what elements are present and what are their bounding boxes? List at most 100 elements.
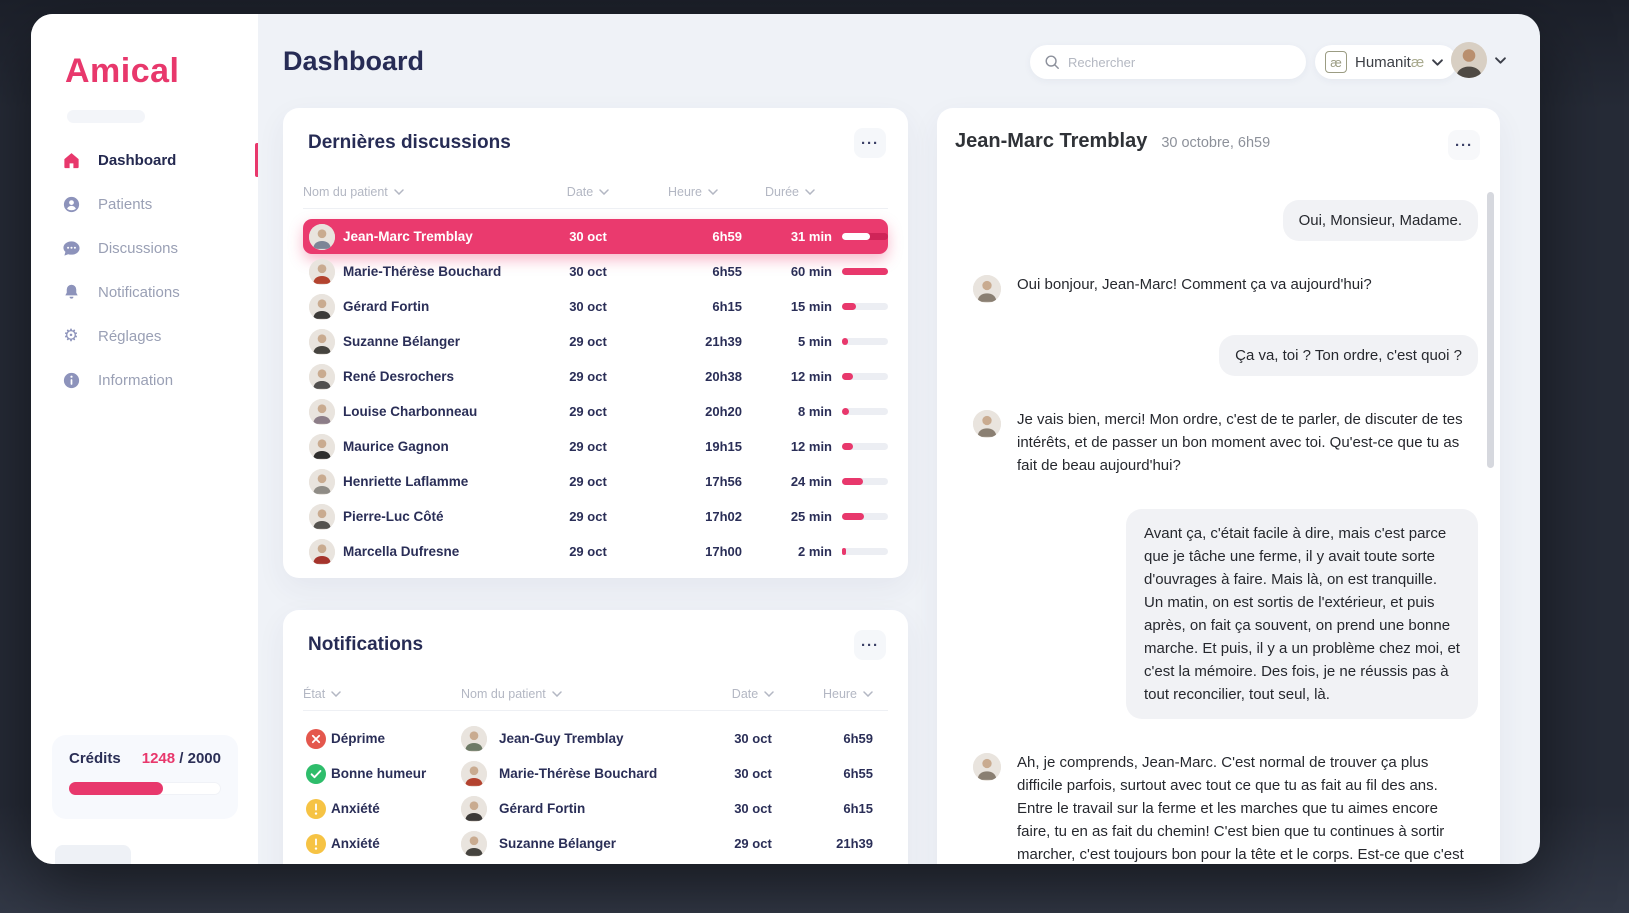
sidebar-item-label: Patients <box>98 195 153 213</box>
sidebar-item-notifications[interactable]: Notifications <box>31 270 258 314</box>
latest-discussions-menu-button[interactable]: ··· <box>854 128 886 158</box>
discussion-row[interactable]: Louise Charbonneau 29 oct 20h20 8 min <box>303 394 888 429</box>
notification-row[interactable]: Anxiété Suzanne Bélanger 29 oct 21h39 <box>303 826 888 861</box>
message-bubble: Oui, Monsieur, Madame. <box>1282 200 1478 241</box>
duration-bar-fill <box>842 233 870 240</box>
discussion-date: 29 oct <box>569 544 607 559</box>
chat-messages: Oui, Monsieur, Madame. Oui bonjour, Jean-… <box>937 160 1500 864</box>
app-window: Amical Dashboard Patients Discussions Notif… <box>31 14 1540 864</box>
duration-bar-fill <box>842 373 854 380</box>
column-header-patient[interactable]: Nom du patient <box>303 185 538 199</box>
sidebar-item-label: Notifications <box>98 283 180 301</box>
ellipsis-icon: ··· <box>861 636 879 654</box>
column-header-duree[interactable]: Durée <box>748 185 832 199</box>
patient-avatar <box>309 503 335 530</box>
logo-subtext-placeholder <box>67 110 145 123</box>
organization-selector[interactable]: æ Humanitæ <box>1315 45 1458 79</box>
discussion-row[interactable]: René Desrochers 29 oct 20h38 12 min <box>303 359 888 394</box>
notification-time: 21h39 <box>836 836 873 851</box>
sidebar-item-label: Réglages <box>98 327 162 345</box>
sidebar-item-discussions[interactable]: Discussions <box>31 226 258 270</box>
avatar-cell <box>303 363 343 390</box>
notification-time: 6h15 <box>843 801 873 816</box>
avatar-cell <box>303 468 343 495</box>
patient-name: Marcella Dufresne <box>343 544 460 559</box>
discussion-duration: 8 min <box>798 404 832 419</box>
discussion-date: 30 oct <box>569 264 607 279</box>
sidebar-item-dashboard[interactable]: Dashboard <box>31 138 258 182</box>
patient-avatar <box>309 433 335 460</box>
user-avatar <box>1451 42 1487 78</box>
patient-name: Suzanne Bélanger <box>499 836 617 851</box>
discussion-duration: 15 min <box>790 299 832 314</box>
chat-message-patient: Oui, Monsieur, Madame. <box>973 200 1478 241</box>
discussion-row[interactable]: Marie-Thérèse Bouchard 30 oct 6h55 60 min <box>303 254 888 289</box>
patient-avatar <box>309 398 335 425</box>
notifications-menu-button[interactable]: ··· <box>854 630 886 660</box>
duration-bar <box>842 303 888 310</box>
column-header-patient[interactable]: Nom du patient <box>461 687 698 701</box>
message-text: Je vais bien, merci! Mon ordre, c'est de… <box>1017 411 1463 474</box>
chat-icon <box>61 238 81 258</box>
sidebar-item-reglages[interactable]: ⚙ Réglages <box>31 314 258 358</box>
column-header-date[interactable]: Date <box>538 185 638 199</box>
ellipsis-icon: ··· <box>1455 136 1473 154</box>
sidebar-item-information[interactable]: Information <box>31 358 258 402</box>
discussion-duration: 25 min <box>790 509 832 524</box>
patient-name: Suzanne Bélanger <box>343 334 461 349</box>
status-warn-icon <box>306 798 326 819</box>
discussion-time: 21h39 <box>705 334 742 349</box>
discussion-row[interactable]: Pierre-Luc Côté 29 oct 17h02 25 min <box>303 499 888 534</box>
patient-name: Jean-Guy Tremblay <box>499 731 624 746</box>
discussion-date: 29 oct <box>569 474 607 489</box>
chat-message-patient: Ça va, toi ? Ton ordre, c'est quoi ? <box>973 335 1478 376</box>
discussion-time: 6h55 <box>712 264 742 279</box>
person-icon <box>61 194 81 214</box>
discussion-row[interactable]: Suzanne Bélanger 29 oct 21h39 5 min <box>303 324 888 359</box>
avatar-cell <box>303 398 343 425</box>
message-bubble: Avant ça, c'était facile à dire, mais c'… <box>1126 509 1478 719</box>
duration-bar-fill <box>842 338 849 345</box>
patient-avatar <box>309 328 335 355</box>
latest-discussions-title: Dernières discussions <box>308 132 511 153</box>
status-warn-icon <box>306 833 326 854</box>
discussion-row[interactable]: Gérard Fortin 30 oct 6h15 15 min <box>303 289 888 324</box>
notification-row[interactable]: Anxiété Gérard Fortin 30 oct 6h15 <box>303 791 888 826</box>
patient-avatar <box>309 363 335 390</box>
credits-total: 2000 <box>187 750 221 767</box>
notification-row[interactable]: Déprime Jean-Guy Tremblay 30 oct 6h59 <box>303 721 888 756</box>
discussion-row[interactable]: Henriette Laflamme 29 oct 17h56 24 min <box>303 464 888 499</box>
discussion-row[interactable]: Jean-Marc Tremblay 30 oct 6h59 31 min <box>303 219 888 254</box>
notification-date: 30 oct <box>734 731 772 746</box>
duration-bar <box>842 338 888 345</box>
message-text: Oui bonjour, Jean-Marc! Comment ça va au… <box>1017 276 1372 293</box>
patient-avatar <box>309 258 335 285</box>
column-header-etat[interactable]: État <box>303 687 461 701</box>
chat-scrollbar[interactable] <box>1487 192 1494 468</box>
search-input[interactable] <box>1068 54 1292 70</box>
duration-bar <box>842 233 888 240</box>
duration-bar-fill <box>842 478 863 485</box>
notification-row[interactable]: Bonne humeur Marie-Thérèse Bouchard 30 oct… <box>303 756 888 791</box>
assistant-avatar <box>973 410 1001 438</box>
discussion-date: 30 oct <box>569 299 607 314</box>
discussion-date: 29 oct <box>569 439 607 454</box>
sidebar-item-patients[interactable]: Patients <box>31 182 258 226</box>
column-header-date[interactable]: Date <box>698 687 808 701</box>
patient-name: Pierre-Luc Côté <box>343 509 444 524</box>
status-alert-icon <box>306 728 326 749</box>
organization-icon: æ <box>1325 51 1347 73</box>
column-header-heure[interactable]: Heure <box>808 687 888 701</box>
chat-menu-button[interactable]: ··· <box>1448 130 1480 160</box>
discussion-row[interactable]: Marcella Dufresne 29 oct 17h00 2 min <box>303 534 888 569</box>
notifications-title: Notifications <box>308 634 424 655</box>
discussion-row[interactable]: Maurice Gagnon 29 oct 19h15 12 min <box>303 429 888 464</box>
duration-bar <box>842 548 888 555</box>
patient-name: Henriette Laflamme <box>343 474 469 489</box>
column-header-heure[interactable]: Heure <box>638 185 748 199</box>
user-menu[interactable] <box>1451 42 1506 78</box>
discussion-date: 29 oct <box>569 404 607 419</box>
message-bubble: Ça va, toi ? Ton ordre, c'est quoi ? <box>1219 335 1478 376</box>
discussion-time: 20h38 <box>705 369 742 384</box>
patient-avatar <box>461 725 487 752</box>
